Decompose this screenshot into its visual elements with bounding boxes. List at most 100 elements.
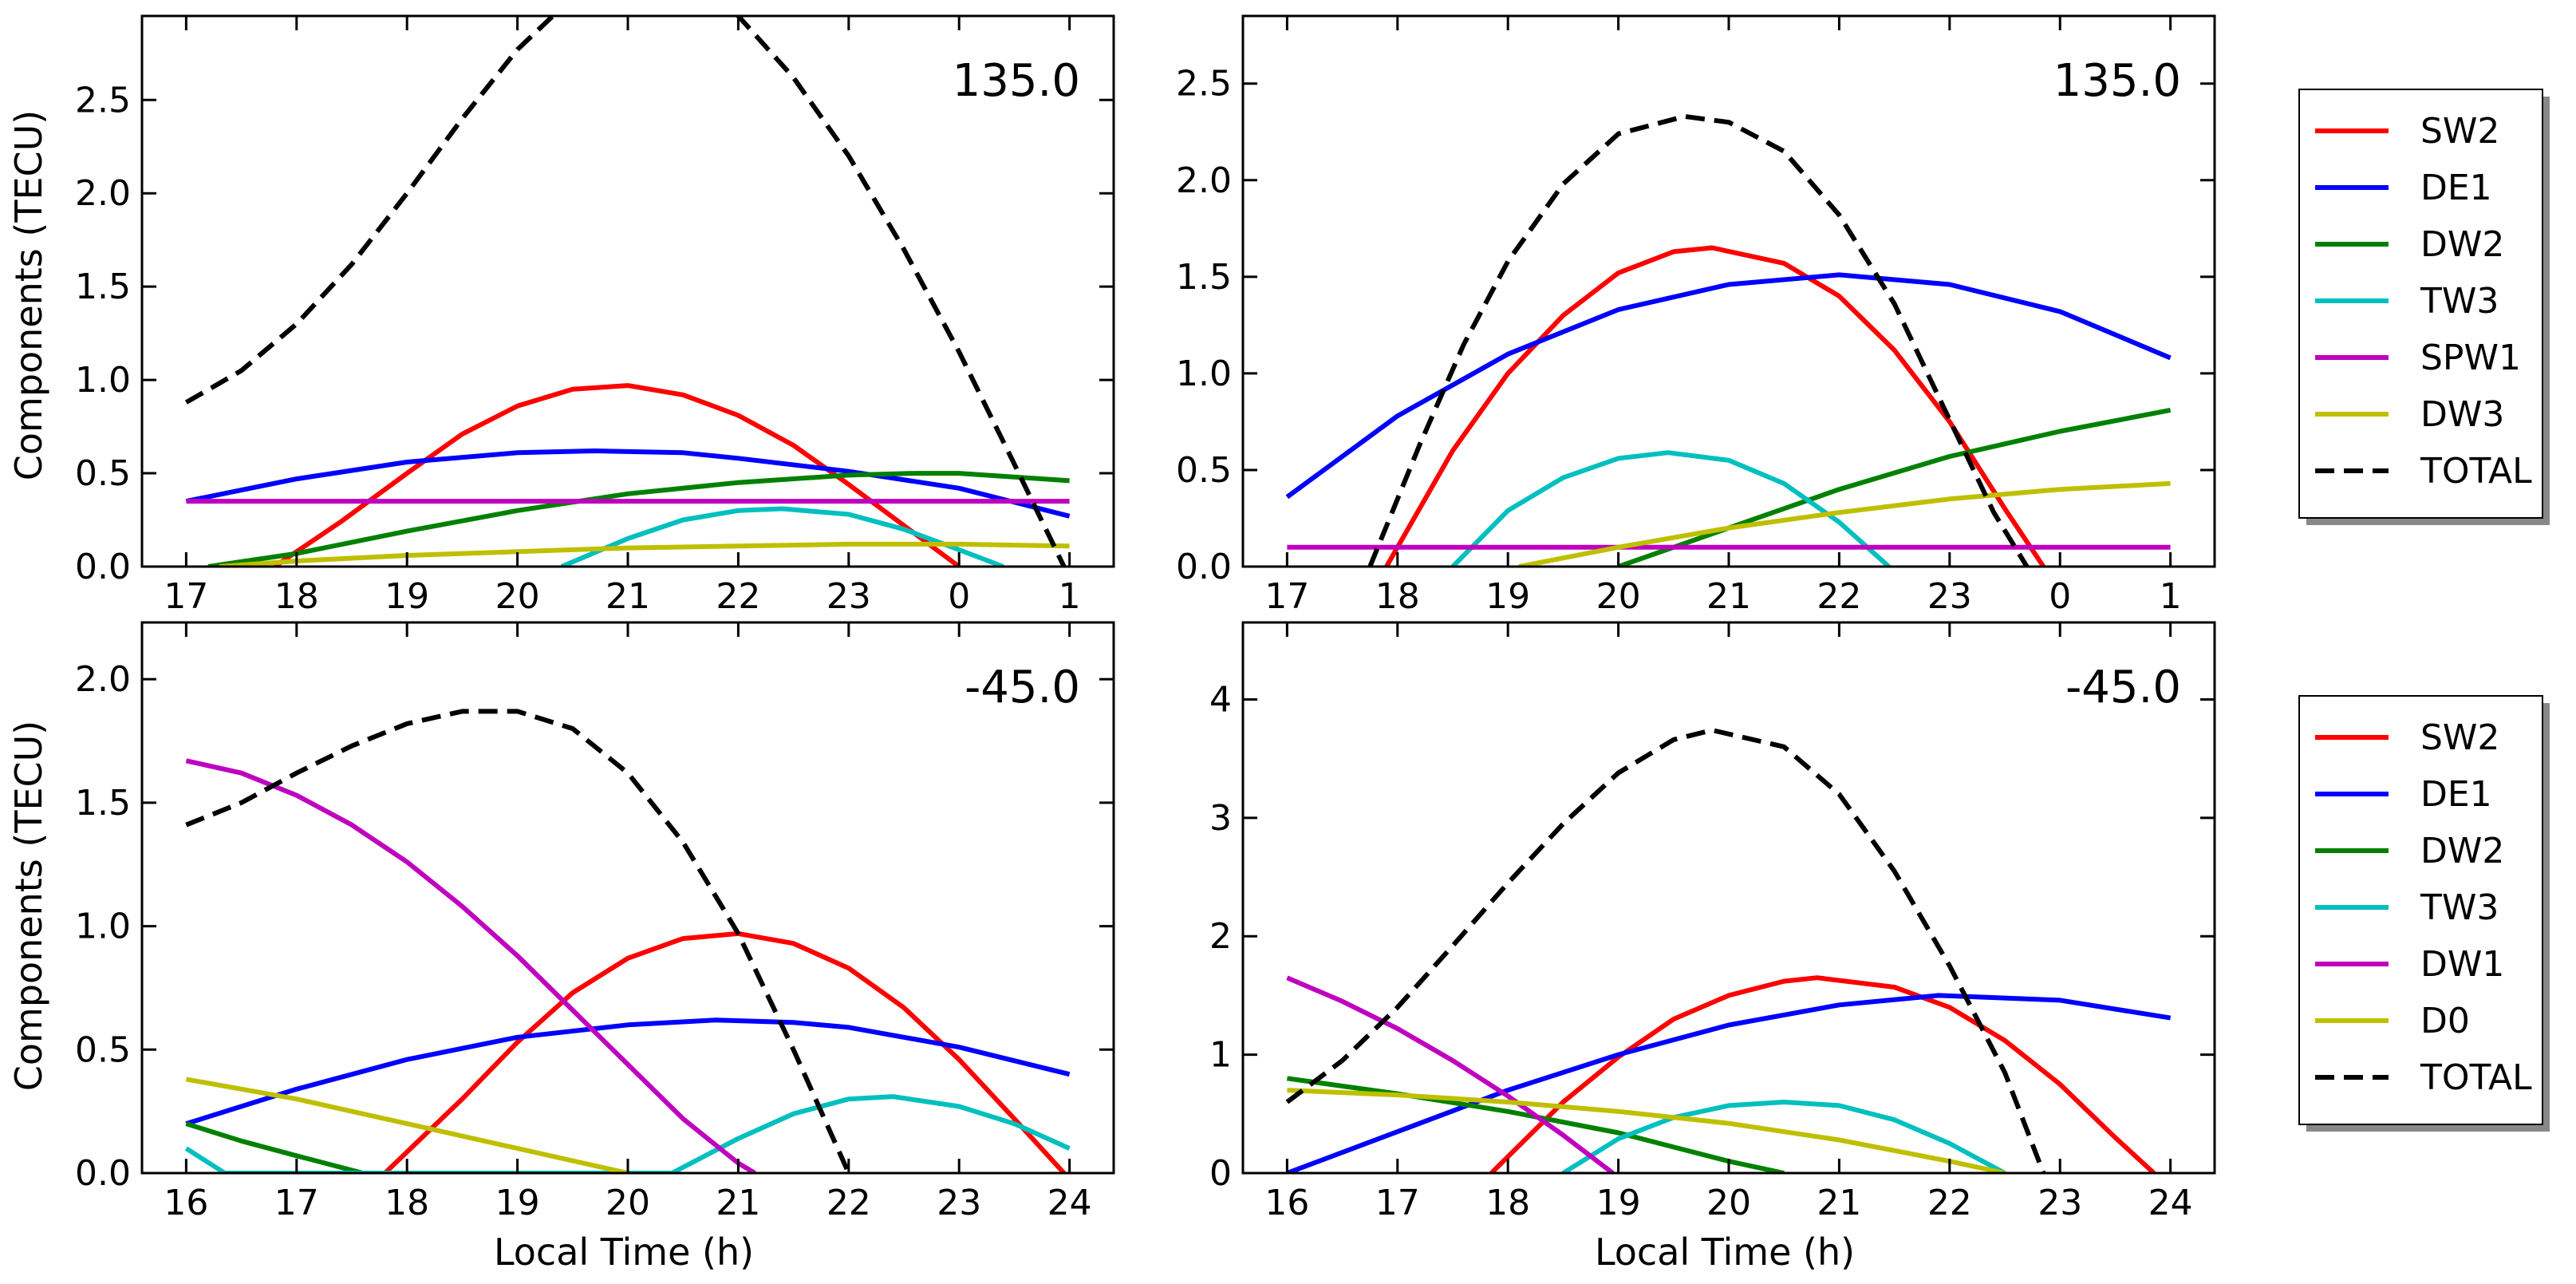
series-line-tw3 — [1561, 1100, 2006, 1173]
x-tick-label: 22 — [1817, 576, 1861, 617]
series-group — [1285, 113, 2172, 567]
series-line-d0 — [1287, 1088, 2006, 1173]
y-tick-label: 1.0 — [75, 360, 131, 401]
x-tick-label: 18 — [1485, 1183, 1530, 1223]
series-line-de1 — [185, 1017, 1071, 1126]
legend-label: DW1 — [2420, 944, 2504, 985]
y-tick-label: 2.0 — [1176, 160, 1232, 201]
series-line-total — [1367, 113, 2030, 567]
y-tick-label: 1.5 — [75, 267, 131, 307]
x-tick-label: 17 — [274, 1183, 319, 1223]
x-tick-label: 18 — [385, 1183, 429, 1223]
x-tick-label: 24 — [1047, 1183, 1092, 1223]
y-tick-label: 0.0 — [1176, 547, 1232, 587]
series-group — [184, 709, 1071, 1173]
series-line-sw2 — [383, 930, 1066, 1173]
series-line-total — [1285, 728, 2046, 1173]
x-tick-label: 20 — [606, 1183, 650, 1223]
x-tick-label: 17 — [1264, 576, 1309, 617]
series-group — [184, 16, 1071, 567]
x-tick-label: 18 — [1375, 576, 1420, 617]
chart-panels: 17 18 19 20 21 22 23 0 10.00.51.01.52.02.5 135.01… — [75, 14, 2216, 1223]
x-tick-label: 16 — [1264, 1183, 1309, 1223]
legends: SW2 DE1 DW2 TW3 SPW1 DW3 TOTAL SW2 DE1 DW2 TW3 DW1 D… — [2298, 89, 2550, 1132]
legend-label: SW2 — [2420, 111, 2499, 152]
x-tick-label: 17 — [164, 576, 208, 617]
x-tick-label: 1 — [1059, 576, 1081, 617]
y-tick-label: 4 — [1209, 679, 1232, 720]
y-tick-label: 0.0 — [75, 1153, 131, 1194]
x-tick-label: 18 — [274, 576, 319, 617]
x-tick-label: 22 — [826, 1183, 871, 1223]
x-tick-label: 22 — [716, 576, 760, 617]
legend-label: DE1 — [2420, 168, 2492, 208]
series-line-dw3 — [1518, 480, 2171, 567]
panel-title: -45.0 — [965, 662, 1080, 713]
x-tick-label: 20 — [1596, 576, 1641, 617]
series-line-sw2 — [1384, 245, 2045, 567]
y-tick-label: 1.5 — [75, 783, 131, 824]
x-tick-label: 0 — [948, 576, 970, 617]
series-line-dw2 — [185, 1121, 364, 1173]
legend-label: TW3 — [2420, 281, 2499, 322]
legend-label: DW2 — [2420, 224, 2504, 265]
panel-title: -45.0 — [2065, 662, 2181, 713]
xlabel-right: Local Time (h) — [1595, 1231, 1855, 1274]
legend-label: DW2 — [2420, 831, 2504, 871]
y-tick-label: 1 — [1209, 1035, 1232, 1076]
series-line-de1 — [1286, 993, 2172, 1173]
y-tick-label: 2.0 — [75, 659, 131, 700]
x-tick-label: 21 — [716, 1183, 760, 1223]
x-tick-label: 23 — [2038, 1183, 2082, 1223]
y-tick-label: 1.5 — [1176, 257, 1232, 298]
x-tick-label: 19 — [385, 576, 429, 617]
series-line-dw2 — [1617, 407, 2172, 567]
chart-panel-2: 17 18 19 20 21 22 23 0 1 0.0 0.5 1.0 1.5 2.0 2.5 135.0 — [1176, 14, 2216, 617]
series-line-total — [185, 709, 851, 1173]
y-tick-label: 1.0 — [75, 907, 131, 947]
legend-label: TOTAL — [2420, 451, 2532, 492]
y-tick-label: 2 — [1209, 916, 1232, 957]
legend-2: SW2 DE1 DW2 TW3 DW1 D0 TOTAL — [2298, 695, 2550, 1132]
legend-label: DE1 — [2420, 774, 2492, 815]
series-line-dw3 — [219, 541, 1070, 567]
series-group — [1285, 728, 2172, 1173]
chart-panel-1: 17 18 19 20 21 22 23 0 1 0.0 0.5 1.0 1.5 2.0 2.5 135.0 — [75, 14, 1115, 617]
y-tick-label: 0 — [1209, 1153, 1232, 1194]
x-tick-label: 23 — [826, 576, 871, 617]
x-tick-label: 22 — [1927, 1183, 1972, 1223]
x-tick-label: 20 — [495, 576, 540, 617]
x-tick-label: 19 — [495, 1183, 540, 1223]
series-line-sw2 — [273, 383, 961, 567]
x-tick-label: 19 — [1596, 1183, 1641, 1223]
panel-title: 135.0 — [2053, 55, 2181, 107]
x-tick-label: 21 — [1706, 576, 1751, 617]
ylabel-top: Components (TECU) — [7, 110, 50, 481]
series-line-d0 — [185, 1077, 629, 1173]
legend-box — [2298, 695, 2543, 1125]
legend-label: DW3 — [2420, 394, 2504, 435]
y-tick-label: 3 — [1209, 798, 1232, 839]
y-tick-label: 2.0 — [75, 173, 131, 214]
series-line-de1 — [185, 448, 1071, 519]
x-tick-label: 16 — [164, 1183, 208, 1223]
x-tick-label: 23 — [937, 1183, 981, 1223]
x-tick-label: 1 — [2160, 576, 2182, 617]
xlabel-left: Local Time (h) — [494, 1231, 754, 1274]
series-line-total — [184, 16, 1067, 567]
legend-label: TOTAL — [2420, 1057, 2532, 1098]
y-tick-label: 0.0 — [75, 547, 131, 587]
x-tick-label: 17 — [1375, 1183, 1420, 1223]
legend-label: D0 — [2420, 1001, 2470, 1041]
legend-label: SPW1 — [2420, 338, 2521, 378]
series-line-de1 — [1285, 272, 2172, 500]
x-tick-label: 20 — [1706, 1183, 1751, 1223]
series-line-dw1 — [185, 758, 756, 1173]
legend-box — [2298, 89, 2543, 519]
panel-title: 135.0 — [953, 55, 1080, 107]
legend-label: SW2 — [2420, 717, 2499, 758]
y-tick-label: 0.5 — [1176, 450, 1232, 491]
legend-1: SW2 DE1 DW2 TW3 SPW1 DW3 TOTAL — [2298, 89, 2550, 525]
